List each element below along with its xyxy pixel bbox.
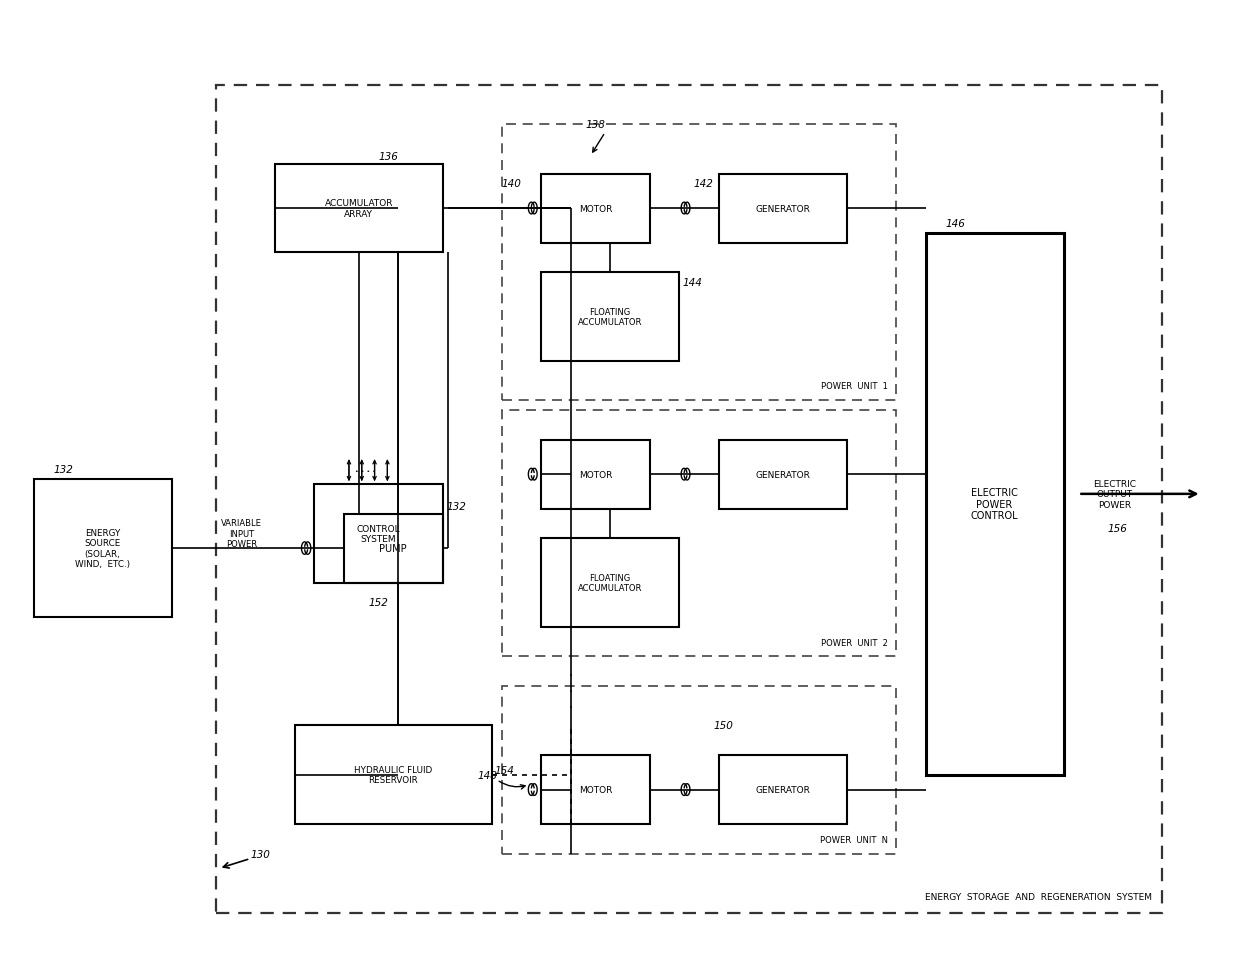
Bar <box>275 165 443 253</box>
Text: 154: 154 <box>495 765 515 775</box>
Text: 150: 150 <box>714 721 734 731</box>
Bar <box>33 480 171 617</box>
Text: ·
·
·: · · · <box>568 668 573 714</box>
Text: GENERATOR: GENERATOR <box>755 785 810 795</box>
Text: ENERGY
SOURCE
(SOLAR,
WIND,  ETC.): ENERGY SOURCE (SOLAR, WIND, ETC.) <box>74 528 130 569</box>
Bar <box>502 686 897 854</box>
Bar <box>541 440 650 509</box>
Text: • • • •: • • • • <box>355 468 376 473</box>
Text: GENERATOR: GENERATOR <box>755 204 810 213</box>
Text: ACCUMULATOR
ARRAY: ACCUMULATOR ARRAY <box>325 199 393 218</box>
Text: FLOATING
ACCUMULATOR: FLOATING ACCUMULATOR <box>578 307 642 327</box>
Bar <box>718 440 847 509</box>
Text: 146: 146 <box>945 218 965 229</box>
Text: MOTOR: MOTOR <box>579 470 613 479</box>
Bar <box>502 125 897 401</box>
Text: PUMP: PUMP <box>379 544 407 553</box>
Text: 138: 138 <box>585 120 605 130</box>
Bar <box>925 234 1064 775</box>
Text: ELECTRIC
OUTPUT
POWER: ELECTRIC OUTPUT POWER <box>1094 480 1136 510</box>
Text: 130: 130 <box>250 849 270 859</box>
Text: VARIABLE
INPUT
POWER: VARIABLE INPUT POWER <box>221 518 262 548</box>
Bar <box>541 755 650 825</box>
Bar <box>541 539 680 627</box>
Text: 142: 142 <box>694 179 714 189</box>
Bar <box>718 755 847 825</box>
Bar <box>216 85 1162 913</box>
Text: ENERGY  STORAGE  AND  REGENERATION  SYSTEM: ENERGY STORAGE AND REGENERATION SYSTEM <box>925 892 1152 901</box>
Bar <box>541 174 650 243</box>
Text: 132: 132 <box>53 465 73 475</box>
Text: HYDRAULIC FLUID
RESERVOIR: HYDRAULIC FLUID RESERVOIR <box>355 766 433 785</box>
Bar <box>315 484 443 583</box>
Bar <box>541 273 680 361</box>
Text: 136: 136 <box>378 151 398 162</box>
Text: ELECTRIC
POWER
CONTROL: ELECTRIC POWER CONTROL <box>971 487 1018 520</box>
Text: 144: 144 <box>682 277 702 288</box>
Text: POWER  UNIT  N: POWER UNIT N <box>820 835 888 844</box>
Text: FLOATING
ACCUMULATOR: FLOATING ACCUMULATOR <box>578 574 642 593</box>
Bar <box>718 174 847 243</box>
Text: POWER  UNIT  2: POWER UNIT 2 <box>821 638 888 647</box>
Text: MOTOR: MOTOR <box>579 785 613 795</box>
Text: MOTOR: MOTOR <box>579 204 613 213</box>
Text: CONTROL
SYSTEM: CONTROL SYSTEM <box>357 524 401 544</box>
Text: 152: 152 <box>368 598 388 608</box>
Text: 156: 156 <box>1107 523 1128 534</box>
Text: POWER  UNIT  1: POWER UNIT 1 <box>821 382 888 391</box>
Text: GENERATOR: GENERATOR <box>755 470 810 479</box>
Bar <box>343 514 443 583</box>
Bar <box>502 411 897 657</box>
Text: 148: 148 <box>477 770 497 780</box>
Text: 140: 140 <box>502 179 522 189</box>
Text: 132: 132 <box>446 501 466 511</box>
Bar <box>295 726 492 825</box>
